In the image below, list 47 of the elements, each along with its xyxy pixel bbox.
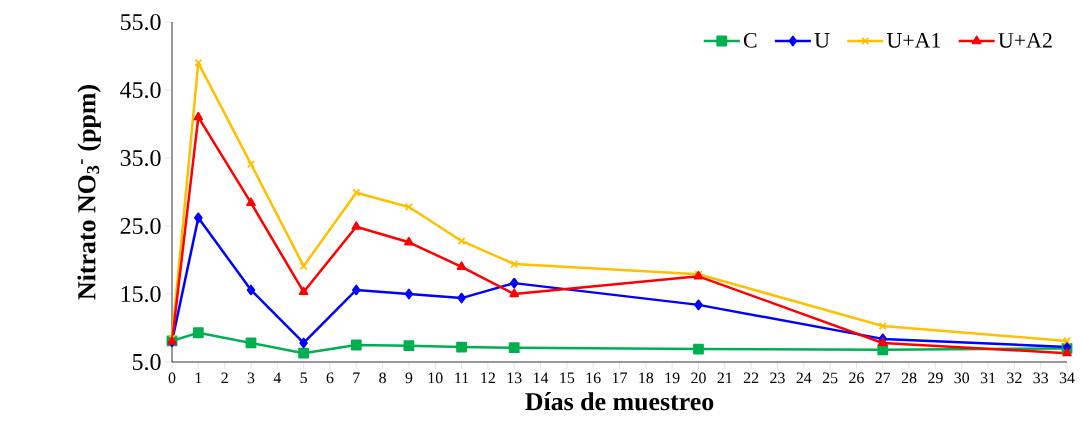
x-tick-label: 28: [901, 372, 917, 384]
x-tick-label: 8: [379, 372, 386, 384]
x-tick-label: 18: [639, 372, 654, 384]
x-tick-label: 25: [822, 372, 838, 384]
x-tick-label: 19: [665, 372, 680, 384]
x-tick-label: 32: [1007, 372, 1022, 384]
legend-label: U+A2: [998, 32, 1052, 48]
legend-label: C: [743, 32, 757, 48]
x-tick-label: 20: [691, 372, 706, 384]
x-tick-label: 12: [481, 372, 495, 384]
x-tick-label: 14: [533, 372, 549, 384]
x-tick-label: 0: [168, 372, 176, 384]
x-tick-label: 6: [326, 372, 334, 384]
x-tick-label: 2: [221, 372, 228, 384]
x-tick-label: 7: [353, 372, 360, 383]
x-tick-label: 34: [1059, 372, 1075, 384]
x-tick-label: 26: [849, 372, 864, 384]
x-tick-label: 4: [273, 372, 282, 384]
x-tick-label: 3: [247, 372, 255, 384]
x-tick-label: 16: [586, 372, 601, 384]
x-tick-label: 29: [928, 372, 943, 384]
y-axis-title: Nitrato NO$_{3}$$^{-}$ (ppm): [77, 85, 101, 300]
x-tick-label: 9: [405, 372, 413, 384]
x-axis-title: Días de muestreo: [525, 392, 714, 411]
x-tick-label: 13: [507, 372, 522, 384]
y-tick-label: 35.0: [120, 149, 161, 167]
x-tick-label: 11: [455, 372, 469, 384]
x-tick-label: 24: [796, 372, 812, 384]
x-tick-label: 5: [300, 372, 307, 384]
x-tick-label: 23: [770, 372, 785, 384]
x-tick-label: 10: [428, 372, 443, 384]
y-tick-label: 15.0: [121, 285, 161, 303]
x-tick-label: 15: [560, 372, 575, 384]
x-tick-label: 17: [612, 372, 628, 384]
x-tick-label: 21: [717, 372, 732, 384]
x-tick-label: 30: [954, 372, 970, 384]
x-tick-label: 22: [743, 372, 759, 384]
x-tick-label: 27: [875, 372, 891, 384]
x-tick-label: 31: [980, 372, 996, 384]
y-tick-label: 55.0: [121, 13, 161, 31]
x-tick-label: 1: [195, 372, 202, 384]
y-tick-label: 5.0: [132, 353, 161, 371]
legend-label: U: [814, 33, 830, 48]
legend-label: U+A1: [886, 33, 941, 48]
x-tick-label: 33: [1033, 372, 1049, 384]
y-tick-label: 45.0: [120, 81, 161, 99]
y-tick-label: 25.0: [120, 217, 161, 235]
